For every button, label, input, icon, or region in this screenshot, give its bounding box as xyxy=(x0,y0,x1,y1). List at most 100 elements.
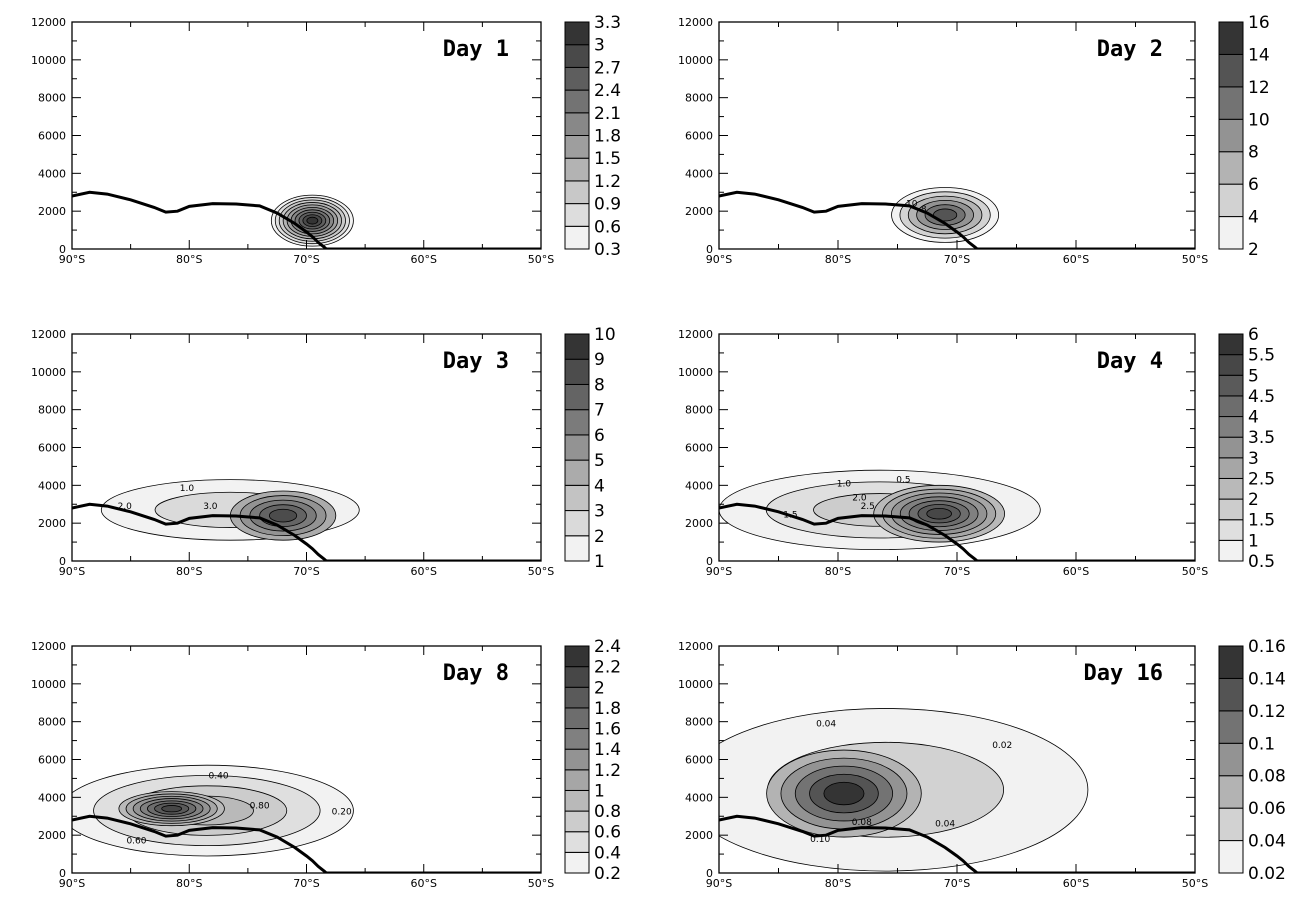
x-tick-label: 80°S xyxy=(825,877,851,890)
colorbar-box xyxy=(564,157,590,182)
colorbar-label: 1.8 xyxy=(594,699,621,719)
y-tick-label: 4000 xyxy=(38,479,66,492)
contour-label: 1.0 xyxy=(837,479,852,489)
colorbar-label: 10 xyxy=(594,325,616,345)
y-tick-label: 6000 xyxy=(38,442,66,455)
y-tick-label: 0 xyxy=(59,867,66,880)
x-tick-label: 80°S xyxy=(825,253,851,266)
colorbar-box xyxy=(564,44,590,68)
colorbar-box xyxy=(1218,710,1244,744)
contour-level xyxy=(161,805,183,813)
colorbar-label: 5.5 xyxy=(1248,346,1275,366)
colorbar-label: 0.6 xyxy=(594,217,621,237)
x-tick-label: 60°S xyxy=(411,565,437,578)
colorbar-label: 3 xyxy=(594,502,605,522)
y-tick-label: 8000 xyxy=(685,716,713,729)
y-tick-label: 12000 xyxy=(678,16,713,29)
colorbar-box xyxy=(564,383,590,411)
colorbar-label: 4 xyxy=(1248,208,1259,228)
y-tick-label: 6000 xyxy=(685,754,713,767)
topography-line xyxy=(72,190,541,249)
colorbar-box xyxy=(564,203,590,227)
colorbar: 0.3 0.60.9 1.2 1.51.8 2.1 2.4 2.73 3.3 xyxy=(564,13,621,260)
colorbar-label: 4 xyxy=(1248,408,1259,428)
y-tick-label: 0 xyxy=(706,867,713,880)
colorbar-label: 0.08 xyxy=(1248,767,1286,787)
plot-area xyxy=(72,479,541,561)
colorbar-box xyxy=(564,510,590,537)
colorbar-box xyxy=(1218,216,1244,250)
colorbar-box xyxy=(1218,416,1244,438)
y-tick-label: 0 xyxy=(706,243,713,256)
panel-group: 90°S 80°S 70°S 60°S 50°S02000400060008000100… xyxy=(31,13,1286,890)
colorbar-label: 0.4 xyxy=(594,843,621,863)
x-tick-label: 70°S xyxy=(944,877,970,890)
y-tick-label: 8000 xyxy=(685,404,713,417)
colorbar-box xyxy=(564,409,590,436)
topography-line xyxy=(719,190,1195,249)
colorbar-label: 2.4 xyxy=(594,81,621,101)
contour-label: 10 xyxy=(906,199,918,209)
colorbar-label: 2 xyxy=(594,678,605,698)
x-tick-label: 80°S xyxy=(176,253,202,266)
contour-label: 0.40 xyxy=(209,771,229,781)
colorbar-label: 1.6 xyxy=(594,720,621,740)
y-tick-label: 6000 xyxy=(38,130,66,143)
colorbar-label: 0.5 xyxy=(1248,552,1275,572)
colorbar-label: 0.06 xyxy=(1248,799,1286,819)
colorbar-box xyxy=(1218,539,1244,562)
y-tick-label: 2000 xyxy=(38,517,66,530)
y-tick-label: 12000 xyxy=(31,640,66,653)
colorbar-box xyxy=(1218,519,1244,541)
colorbar-label: 7 xyxy=(594,401,605,421)
panel-title: Day 16 xyxy=(1084,661,1163,686)
panel-2: 90°S 80°S 70°S 60°S 50°S 0 2000 4000 6000 8000 100… xyxy=(678,13,1270,266)
colorbar-box xyxy=(1218,775,1244,809)
contour-label: 0.80 xyxy=(250,802,270,812)
x-tick-label: 90°S xyxy=(706,877,732,890)
x-tick-label: 90°S xyxy=(59,565,85,578)
colorbar-label: 2.1 xyxy=(594,104,621,124)
y-tick-label: 8000 xyxy=(685,92,713,105)
x-tick-label: 70°S xyxy=(944,565,970,578)
colorbar-label: 1.5 xyxy=(594,149,621,169)
colorbar-label: 1.5 xyxy=(1248,511,1275,531)
colorbar-box xyxy=(1218,86,1244,120)
y-tick-label: 2000 xyxy=(685,829,713,842)
panel-title: Day 1 xyxy=(443,37,509,62)
contour-label: 1.0 xyxy=(180,484,195,494)
x-tick-label: 90°S xyxy=(706,565,732,578)
contour-level xyxy=(306,216,319,225)
colorbar-box xyxy=(564,748,590,771)
colorbar-box xyxy=(1218,395,1244,418)
x-tick-label: 50°S xyxy=(1182,253,1208,266)
colorbar-label: 0.8 xyxy=(594,802,621,822)
colorbar-box xyxy=(1218,118,1244,153)
y-tick-label: 10000 xyxy=(678,54,713,67)
colorbar-box xyxy=(1218,151,1244,185)
colorbar: 1 2 3 4 5 6 7 8 9 10 xyxy=(564,325,616,572)
y-tick-label: 0 xyxy=(706,555,713,568)
colorbar-label: 5 xyxy=(1248,366,1259,386)
colorbar-box xyxy=(564,686,590,709)
colorbar-box xyxy=(1218,354,1244,376)
contour-label: 0.02 xyxy=(992,741,1012,751)
x-tick-label: 50°S xyxy=(1182,565,1208,578)
colorbar-box xyxy=(564,225,590,250)
colorbar-box xyxy=(1218,742,1244,777)
colorbar-label: 12 xyxy=(1248,78,1270,98)
colorbar-label: 3 xyxy=(594,36,605,56)
colorbar-box xyxy=(1218,53,1244,88)
plot-area xyxy=(719,708,1195,873)
panel-6: 90°S 80°S 70°S 60°S 50°S 0 2000 4000 6000 8000 100… xyxy=(678,637,1286,890)
colorbar-label: 6 xyxy=(594,426,605,446)
colorbar-label: 1.4 xyxy=(594,740,621,760)
x-tick-label: 80°S xyxy=(825,565,851,578)
colorbar-box xyxy=(564,434,590,461)
colorbar-label: 0.3 xyxy=(594,240,621,260)
y-tick-label: 12000 xyxy=(31,328,66,341)
colorbar-label: 0.12 xyxy=(1248,702,1286,722)
colorbar-box xyxy=(1218,333,1244,356)
colorbar-label: 0.1 xyxy=(1248,734,1275,754)
x-tick-label: 60°S xyxy=(1063,253,1089,266)
